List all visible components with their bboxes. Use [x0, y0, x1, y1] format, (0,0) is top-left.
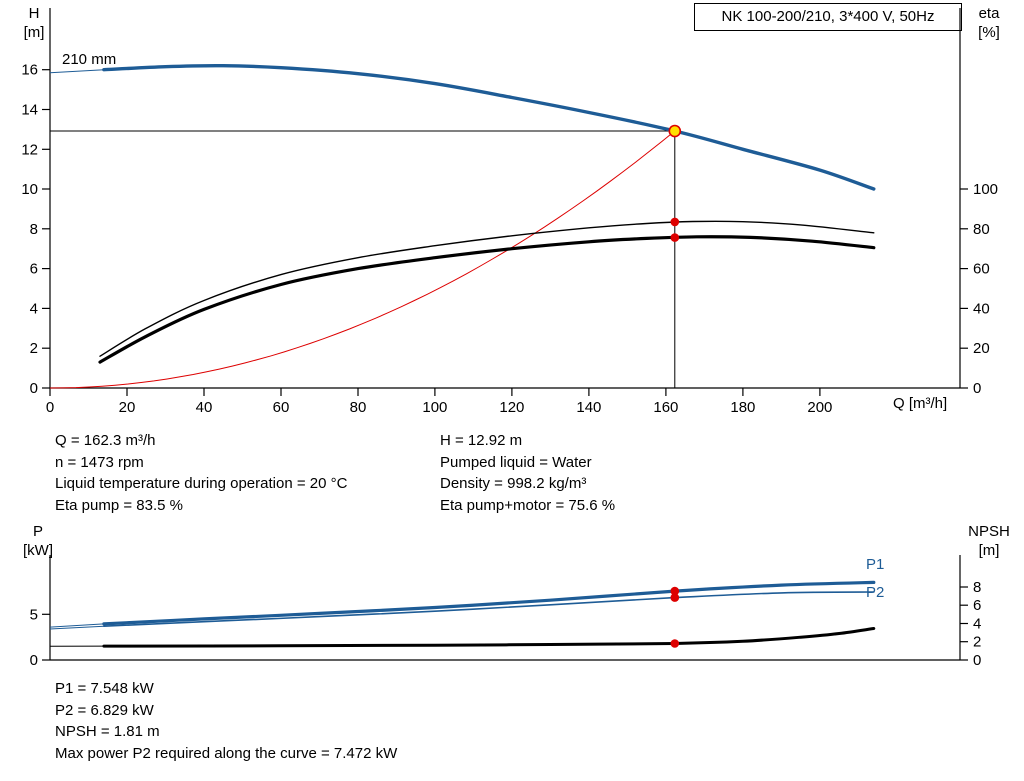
y-left-tick-label: 10	[21, 181, 38, 198]
npsh-curve	[102, 627, 876, 648]
y-left-tick-label: 14	[21, 102, 38, 119]
npsh-axis-unit: [m]	[978, 542, 1000, 559]
y-left-tick-label: 5	[30, 606, 38, 623]
p1-power-curve-lead-in	[49, 623, 104, 628]
operating-point-dot	[670, 639, 680, 648]
info-line-eta-pump: Eta pump = 83.5 %	[55, 497, 183, 515]
x-tick-label: 180	[730, 399, 755, 416]
info-line-temperature: Liquid temperature during operation = 20…	[55, 475, 348, 493]
x-tick-label: 20	[119, 399, 136, 416]
operating-point-dot	[670, 593, 680, 602]
x-tick-label: 100	[422, 399, 447, 416]
y-left-tick-label: 0	[30, 380, 38, 397]
info-line-eta-pump-motor: Eta pump+motor = 75.6 %	[440, 497, 616, 515]
p1-power-curve	[102, 580, 876, 626]
power-axis-symbol: P	[32, 523, 43, 540]
eta-axis-symbol: eta	[978, 5, 1000, 22]
info-line-max-power: Max power P2 required along the curve = …	[55, 745, 398, 763]
y-left-tick-label: 8	[30, 221, 38, 238]
y-right-tick-label: 20	[973, 340, 990, 357]
x-tick-label: 0	[46, 399, 54, 416]
operating-point-dot	[670, 233, 680, 242]
info-line-density: Density = 998.2 kg/m³	[440, 475, 587, 493]
info-line-speed: n = 1473 rpm	[55, 453, 144, 471]
y-right-tick-label: 4	[973, 616, 981, 633]
y-right-tick-label: 80	[973, 221, 990, 238]
y-left-tick-label: 0	[30, 652, 38, 669]
x-tick-label: 140	[576, 399, 601, 416]
head-axis-label: H [m]	[12, 4, 56, 42]
x-tick-label: 40	[196, 399, 213, 416]
y-left-tick-label: 16	[21, 62, 38, 79]
pump-head-curve-210mm	[102, 63, 876, 191]
hq-chart: 0 20 40 60 80 100 120 140 160 180 2000246810121416…	[21, 8, 998, 416]
y-right-tick-label: 6	[973, 597, 981, 614]
x-tick-label: 160	[653, 399, 678, 416]
info-line-p1: P1 = 7.548 kW	[55, 680, 154, 697]
p2-power-curve	[103, 591, 875, 627]
flow-axis-label: Q [m³/h]	[893, 395, 948, 412]
operating-data-right: H = 12.92 m Pumped liquid = Water Densit…	[440, 430, 615, 517]
x-tick-label: 60	[273, 399, 290, 416]
operating-data-bottom: P1 = 7.548 kW P2 = 6.829 kW NPSH = 1.81 …	[55, 678, 397, 765]
npsh-axis-symbol: NPSH	[968, 523, 1010, 540]
y-right-tick-label: 100	[973, 181, 998, 198]
y-right-tick-label: 2	[973, 634, 981, 651]
eta-axis-label: eta [%]	[966, 4, 1012, 42]
y-right-tick-label: 0	[973, 652, 981, 669]
eta-pump-motor-curve	[98, 235, 876, 364]
info-line-flow: Q = 162.3 m³/h	[55, 432, 156, 449]
y-right-tick-label: 8	[973, 579, 981, 596]
p1-curve-label: P1	[866, 556, 885, 573]
power-axis-unit: [kW]	[23, 542, 53, 559]
x-tick-label: 200	[807, 399, 832, 416]
system-curve	[49, 130, 676, 389]
y-left-tick-label: 4	[30, 300, 38, 317]
npsh-axis-label: NPSH [m]	[960, 522, 1018, 560]
head-axis-unit: [m]	[23, 24, 45, 41]
operating-point-dot	[670, 217, 680, 227]
info-line-npsh: NPSH = 1.81 m	[55, 723, 160, 741]
operating-data-left: Q = 162.3 m³/h n = 1473 rpm Liquid tempe…	[55, 430, 347, 517]
info-line-liquid: Pumped liquid = Water	[440, 453, 592, 471]
info-line-p2: P2 = 6.829 kW	[55, 701, 154, 719]
head-axis-symbol: H	[28, 5, 40, 22]
info-line-head: H = 12.92 m	[440, 432, 523, 449]
duty-point	[668, 124, 682, 138]
eta-axis-unit: [%]	[978, 24, 1000, 41]
p2-power-curve-lead-in	[49, 625, 104, 630]
pump-model-title: NK 100-200/210, 3*400 V, 50Hz	[694, 3, 962, 31]
y-left-tick-label: 6	[30, 261, 38, 278]
x-tick-label: 120	[499, 399, 524, 416]
eta-pump-curve	[99, 220, 875, 357]
x-tick-label: 80	[350, 399, 367, 416]
y-left-tick-label: 12	[21, 141, 38, 158]
power-axis-label: P [kW]	[16, 522, 60, 560]
y-right-tick-label: 40	[973, 300, 990, 317]
y-right-tick-label: 60	[973, 261, 990, 278]
pump-head-curve-210mm-lead-in	[49, 69, 104, 74]
p2-curve-label: P2	[866, 584, 885, 601]
impeller-diameter-label: 210 mm	[62, 51, 117, 68]
operating-point-dot	[670, 586, 680, 596]
y-right-tick-label: 0	[973, 380, 981, 397]
y-left-tick-label: 2	[30, 340, 38, 357]
